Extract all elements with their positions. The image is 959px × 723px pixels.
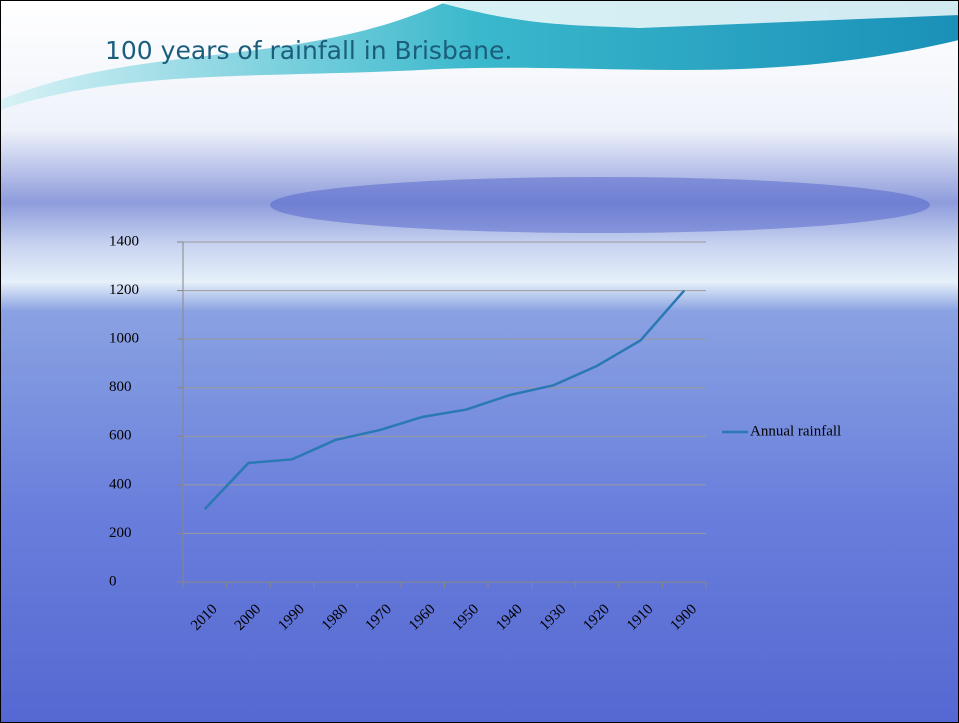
cloud: [270, 177, 930, 233]
y-tick-label: 1400: [109, 233, 139, 249]
y-tick-label: 0: [109, 573, 117, 589]
series-line: [203, 289, 686, 511]
chart-title: 100 years of rainfall in Brisbane.: [105, 36, 512, 65]
title-banner: [0, 0, 959, 110]
y-tick-label: 600: [109, 428, 132, 444]
y-tick-label: 400: [109, 476, 132, 492]
banner-highlight: [430, 0, 959, 28]
y-tick-label: 800: [109, 379, 132, 395]
y-tick-label: 1200: [109, 282, 139, 298]
legend-label: Annual rainfall: [750, 423, 841, 439]
y-tick-label: 1000: [109, 331, 139, 347]
y-tick-label: 200: [109, 525, 132, 541]
